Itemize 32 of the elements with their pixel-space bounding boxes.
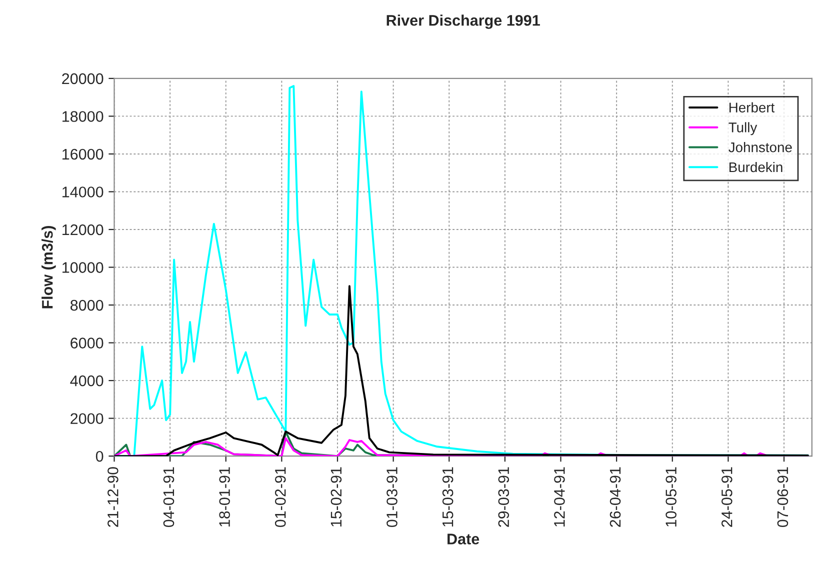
x-tick-label: 12-04-91	[554, 467, 565, 526]
x-tick-label: 01-03-91	[386, 467, 398, 528]
x-tick-label: 15-03-91	[442, 467, 454, 526]
y-tick-label: 18000	[62, 111, 104, 122]
x-tick-label: 10-05-91	[666, 467, 676, 526]
x-tick-label: 07-06-91	[777, 467, 788, 528]
chart-title: River Discharge 1991	[386, 14, 540, 29]
y-tick-label: 10000	[62, 262, 104, 273]
y-axis-title: Flow (m3/s)	[42, 226, 56, 308]
y-tick-label: 14000	[62, 186, 104, 198]
x-tick-label: 29-03-91	[498, 467, 510, 527]
legend-label: Burdekin	[729, 162, 782, 172]
y-tick-label: 0	[96, 450, 104, 462]
y-tick-label: 4000	[70, 375, 104, 386]
y-tick-label: 8000	[70, 300, 104, 311]
y-tick-label: 12000	[62, 224, 104, 236]
legend-label: Tully	[728, 122, 758, 136]
x-tick-label: 15-02-91	[330, 467, 342, 526]
x-tick-label: 24-05-91	[721, 467, 732, 527]
y-tick-label: 2000	[70, 413, 104, 424]
x-tick-label: 18-01-91	[219, 467, 230, 526]
x-axis-title: Date	[448, 534, 480, 544]
x-tick-label: 01-02-91	[274, 467, 286, 528]
x-tick-label: 21-12-90	[108, 467, 118, 527]
legend-label: Herbert	[729, 102, 775, 112]
x-tick-label: 26-04-91	[610, 467, 621, 527]
x-tick-label: 04-01-91	[163, 467, 174, 528]
y-tick-label: 16000	[62, 148, 104, 160]
legend-label: Johnstone	[728, 142, 792, 152]
line-series	[114, 285, 809, 456]
y-tick-label: 20000	[62, 73, 104, 84]
y-tick-label: 6000	[70, 338, 104, 348]
